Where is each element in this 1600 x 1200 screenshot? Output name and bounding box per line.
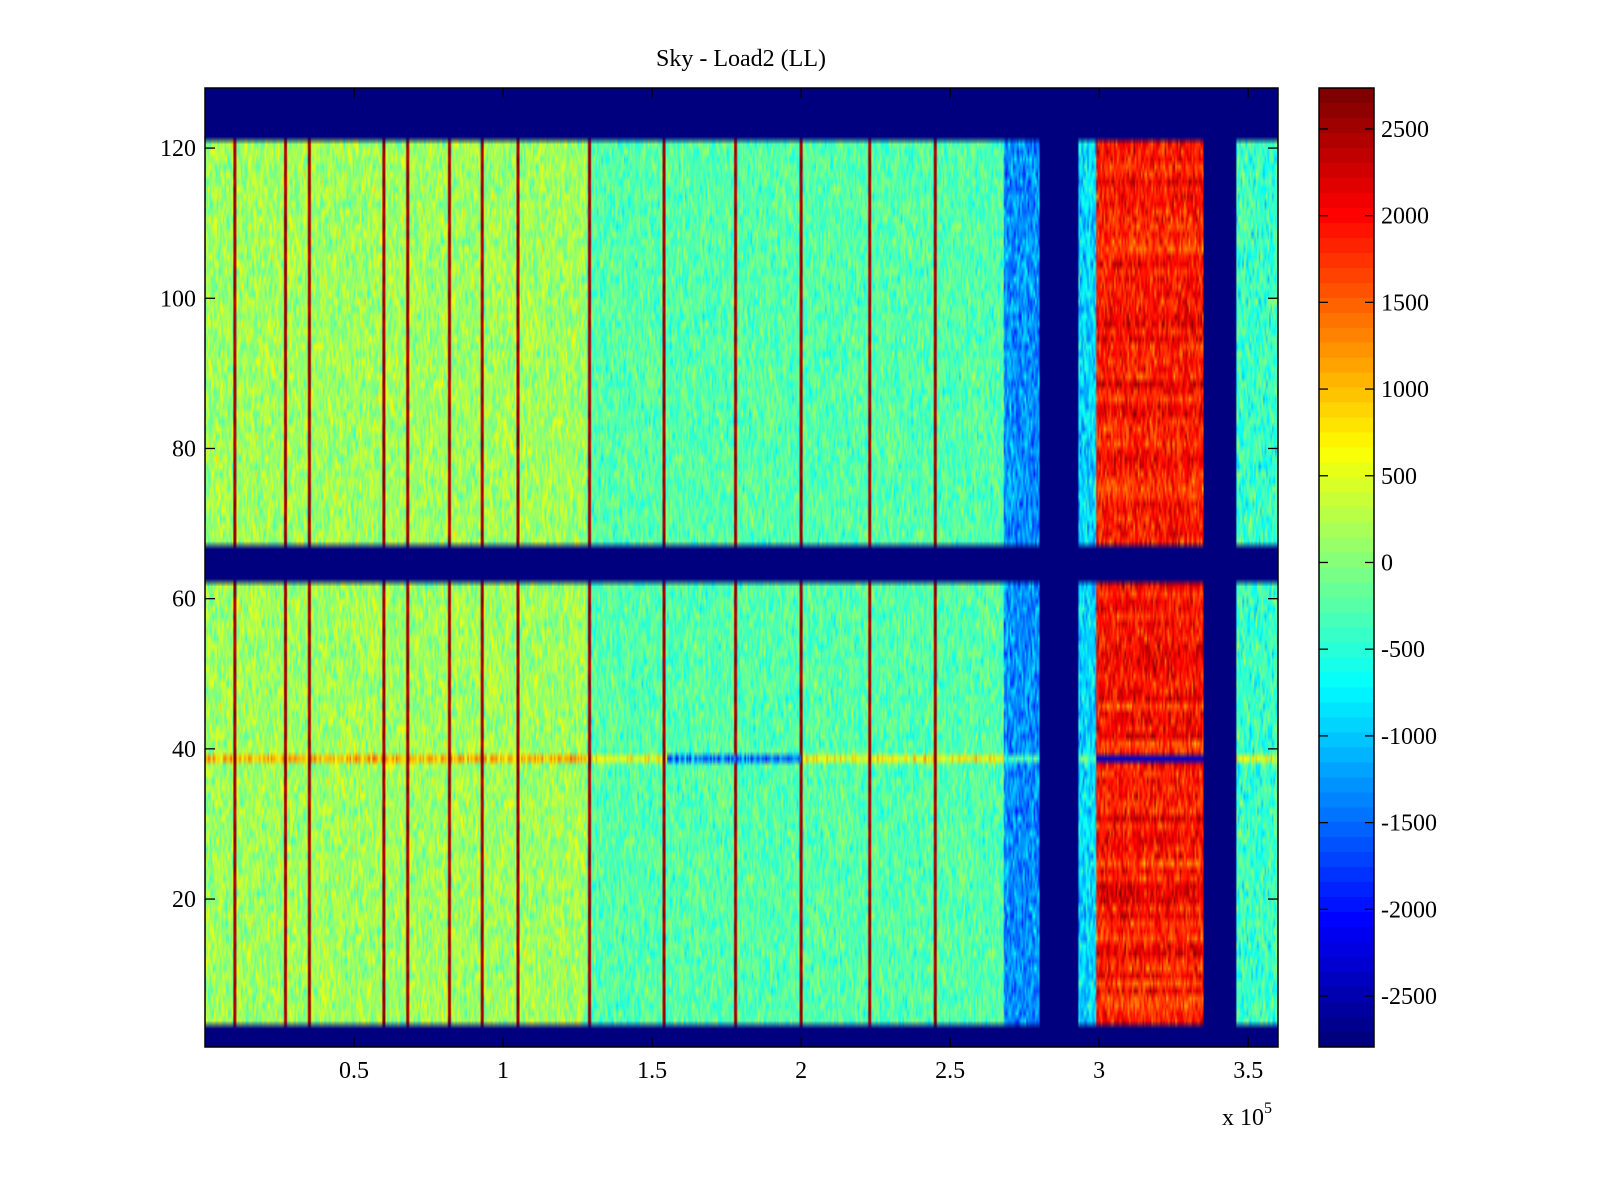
y-tick-label: 60 <box>172 587 196 613</box>
x-axis: 0.5 1 1.5 2 2.5 3 3.5 <box>339 88 1263 1084</box>
colorbar-tick-label: 1500 <box>1381 290 1429 316</box>
colorbar-tick-label: -2500 <box>1381 984 1437 1010</box>
colorbar-tick-label: 2000 <box>1381 204 1429 230</box>
colorbar-tick-label: 500 <box>1381 464 1417 490</box>
y-tick-label: 100 <box>160 286 196 312</box>
colorbar-tick-label: -500 <box>1381 637 1425 663</box>
colorbar-tick-label: -2000 <box>1381 897 1437 923</box>
y-tick-label: 120 <box>160 136 196 162</box>
heatmap-image <box>205 88 1278 1047</box>
x-tick-label: 3.5 <box>1233 1058 1263 1084</box>
x-tick-label: 2.5 <box>935 1058 965 1084</box>
colorbar-gradient <box>1319 88 1374 1047</box>
x-tick-label: 1 <box>497 1058 509 1084</box>
x-tick-label: 1.5 <box>637 1058 667 1084</box>
colorbar-frame <box>1318 87 1375 1048</box>
colorbar: 2500 2000 1500 1000 500 0 -500 -1000 -1500 -2000 -… <box>1318 87 1437 1048</box>
x-multiplier-label: x 105 <box>1222 1100 1272 1131</box>
y-tick-label: 20 <box>172 887 196 913</box>
x-tick-label: 0.5 <box>339 1058 369 1084</box>
y-tick-label: 40 <box>172 737 196 763</box>
colorbar-tick-label: -1500 <box>1381 811 1437 837</box>
colorbar-tick-label: -1000 <box>1381 724 1437 750</box>
plot-frame <box>204 87 1279 1048</box>
heatmap-plot <box>205 88 1278 1047</box>
y-tick-label: 80 <box>172 436 196 462</box>
chart-title: Sky - Load2 (LL) <box>656 46 826 72</box>
colorbar-ticks: 2500 2000 1500 1000 500 0 -500 -1000 -1500 -2000 -… <box>1319 117 1437 1010</box>
x-tick-label: 2 <box>795 1058 807 1084</box>
colorbar-tick-label: 1000 <box>1381 377 1429 403</box>
x-tick-label: 3 <box>1093 1058 1105 1084</box>
colorbar-tick-label: 2500 <box>1381 117 1429 143</box>
y-axis: 20 40 60 80 100 120 <box>160 136 1278 913</box>
colorbar-tick-label: 0 <box>1381 550 1393 576</box>
